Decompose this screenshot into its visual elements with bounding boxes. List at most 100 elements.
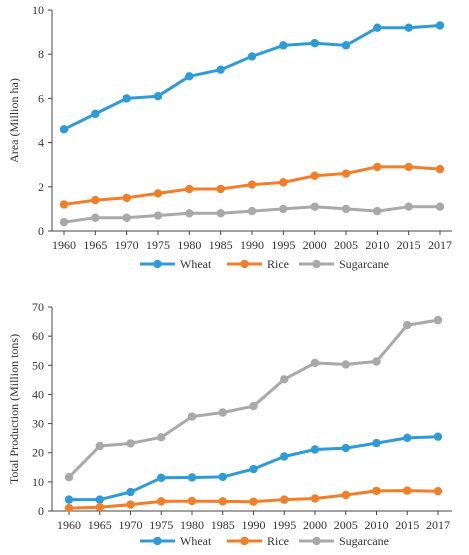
production-data-point-sugarcane [157,433,166,442]
area-x-tick-label: 1995 [271,238,295,252]
area-data-point-rice [435,164,445,174]
area-data-point-rice [91,195,100,205]
area-data-point-rice [59,200,69,209]
production-data-point-wheat [341,443,350,453]
production-data-point-rice [433,486,443,496]
production-data-point-sugarcane [64,472,74,482]
production-data-point-wheat [249,464,258,474]
production-y-tick-label: 60 [32,329,44,343]
production-y-tick-label: 40 [32,387,44,401]
area-data-point-wheat [373,23,382,32]
production-x-tick-label: 1975 [149,518,173,532]
area-y-tick-label: 8 [38,47,44,61]
area-legend-marker-wheat [153,259,162,269]
area-data-point-wheat [153,91,163,101]
production-data-point-sugarcane [310,358,320,368]
production-data-point-sugarcane [433,315,443,325]
production-x-tick-label: 1995 [272,518,296,532]
production-data-point-sugarcane [95,441,104,451]
production-data-point-sugarcane [249,401,258,411]
production-data-point-wheat [403,433,412,443]
production-data-point-wheat [218,472,227,482]
production-data-point-rice [403,486,412,495]
area-data-point-wheat [279,41,288,50]
area-data-point-sugarcane [247,206,257,216]
area-x-tick-label: 2010 [365,238,389,252]
production-y-tick-label: 10 [32,475,44,489]
area-data-point-rice [185,184,194,194]
production-data-point-wheat [64,495,74,504]
area-data-point-sugarcane [279,204,288,214]
area-data-point-wheat [122,94,131,103]
area-data-point-sugarcane [373,206,382,216]
production-y-tick-label: 30 [32,417,44,431]
area-data-point-sugarcane [310,202,319,211]
area-y-tick-label: 4 [38,136,44,150]
production-data-point-sugarcane [403,320,412,330]
production-data-point-sugarcane [126,439,135,448]
area-data-point-wheat [185,72,194,81]
area-data-point-rice [122,193,131,203]
production-data-point-wheat [126,487,135,497]
area-x-tick-label: 2015 [397,238,421,252]
area-x-tick-label: 1970 [115,238,139,252]
area-x-tick-label: 1975 [146,238,170,252]
area-data-point-wheat [404,23,413,32]
production-x-tick-label: 1985 [211,518,235,532]
area-data-point-rice [279,178,288,187]
area-data-point-rice [247,180,257,189]
area-data-point-rice [373,162,382,172]
production-data-point-rice [187,496,197,506]
area-legend-label-rice: Rice [267,257,289,271]
area-data-point-rice [153,189,163,198]
area-x-tick-label: 1965 [83,238,107,252]
area-data-point-rice [216,184,225,194]
area-data-point-sugarcane [185,209,194,218]
area-data-point-sugarcane [122,213,131,222]
production-data-point-rice [280,495,289,504]
production-legend-marker-wheat [153,536,162,546]
area-y-tick-label: 0 [38,224,44,238]
production-data-point-rice [372,486,381,496]
production-x-tick-label: 2010 [365,518,389,532]
production-x-tick-label: 2005 [334,518,358,532]
area-x-tick-label: 1960 [52,238,76,252]
production-data-point-rice [249,497,258,506]
production-x-tick-label: 1965 [88,518,112,532]
production-x-tick-label: 1960 [57,518,81,532]
production-data-point-sugarcane [372,357,381,366]
production-data-point-rice [126,500,135,509]
production-data-point-sugarcane [187,412,197,421]
area-x-tick-label: 1980 [177,238,201,252]
area-x-tick-label: 2005 [334,238,358,252]
production-x-tick-label: 1990 [242,518,266,532]
production-data-point-rice [218,497,227,506]
area-data-point-wheat [59,125,69,134]
production-data-point-sugarcane [341,360,350,369]
production-series-line-sugarcane [67,318,439,479]
area-legend-marker-rice [240,259,249,269]
production-y-tick-label: 70 [32,300,44,314]
area-data-point-wheat [435,21,445,30]
area-legend-marker-sugarcane [312,259,321,269]
area-data-point-sugarcane [404,202,413,211]
area-y-tick-label: 2 [38,180,44,194]
area-data-point-sugarcane [91,213,100,222]
production-x-tick-label: 2015 [395,518,419,532]
production-x-tick-label: 1970 [119,518,143,532]
area-data-point-rice [404,162,413,172]
production-data-point-rice [157,497,166,506]
area-x-tick-label: 2000 [303,238,327,252]
area-data-point-sugarcane [59,217,69,227]
production-data-point-wheat [95,495,104,504]
production-data-point-wheat [187,473,197,482]
area-x-tick-label: 1985 [209,238,233,252]
area-data-point-sugarcane [216,209,225,218]
area-legend-label-wheat: Wheat [180,257,212,271]
production-data-point-wheat [310,445,320,454]
area-y-axis-label: Area (Million ha) [7,78,21,163]
area-series-line-wheat [63,24,441,131]
production-legend-marker-sugarcane [312,536,321,546]
production-x-tick-label: 1980 [180,518,204,532]
